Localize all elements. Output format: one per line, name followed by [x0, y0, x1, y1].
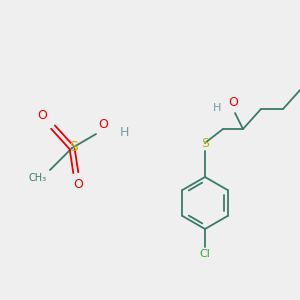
Text: Cl: Cl	[200, 249, 210, 259]
Text: H: H	[213, 103, 221, 113]
Text: O: O	[98, 118, 108, 131]
Text: H: H	[120, 125, 129, 139]
Text: S: S	[201, 137, 209, 150]
Text: O: O	[228, 96, 238, 109]
Text: CH₃: CH₃	[29, 173, 47, 183]
Text: S: S	[69, 140, 77, 154]
Text: O: O	[37, 109, 47, 122]
Text: O: O	[73, 178, 83, 191]
